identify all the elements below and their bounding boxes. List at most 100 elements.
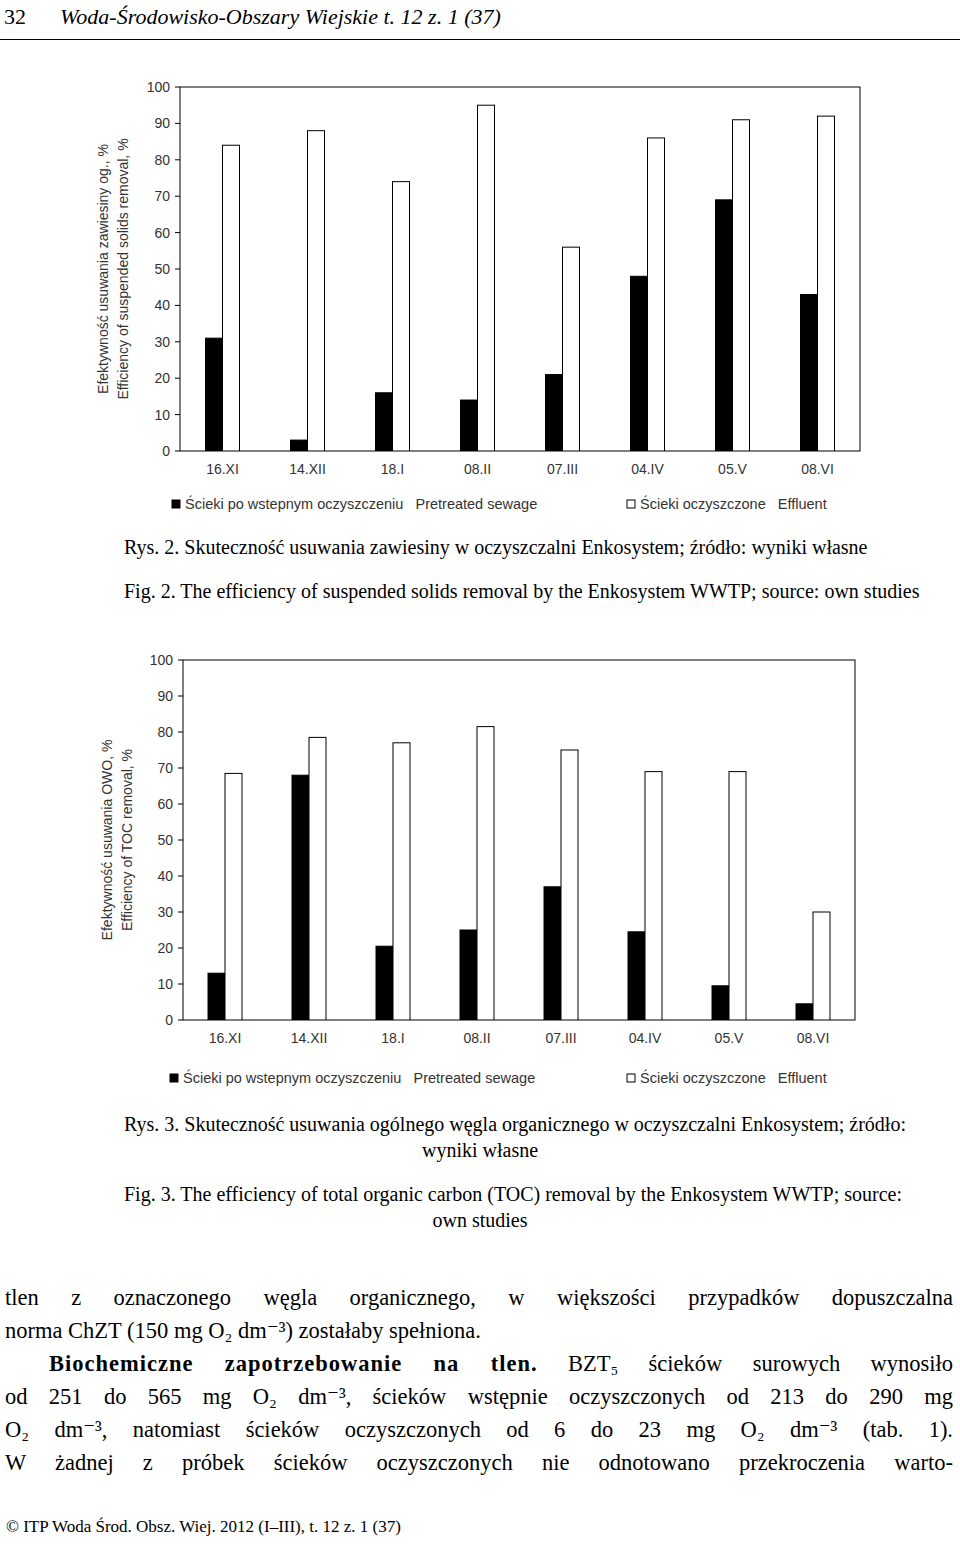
- bar: [801, 294, 818, 451]
- legend-swatch: [627, 500, 635, 508]
- y-tick: [178, 804, 183, 805]
- y-tick: [175, 87, 180, 88]
- bar-chart: 0102030405060708090100Efektywność usuwan…: [95, 79, 860, 512]
- y-tick-label: 60: [154, 225, 170, 241]
- x-tick-label: 08.II: [463, 1030, 490, 1046]
- bar: [477, 727, 494, 1020]
- bar: [376, 946, 393, 1020]
- y-tick: [175, 414, 180, 415]
- page-number: 32: [4, 4, 26, 30]
- bar: [460, 930, 477, 1020]
- y-tick: [178, 948, 183, 949]
- figure-caption: Rys. 3. Skuteczność usuwania ogólnego wę…: [124, 1113, 906, 1136]
- bar: [461, 400, 478, 451]
- x-tick-label: 18.I: [381, 1030, 404, 1046]
- y-tick-label: 40: [154, 297, 170, 313]
- y-tick-label: 70: [157, 760, 173, 776]
- bar: [308, 131, 325, 451]
- journal-title: Woda-Środowisko-Obszary Wiejskie t. 12 z…: [60, 4, 501, 30]
- y-tick: [178, 1020, 183, 1021]
- bar: [291, 440, 308, 451]
- bar: [648, 138, 665, 451]
- y-axis-label: Efektywność usuwania OWO, %: [99, 740, 115, 941]
- y-axis-label: Efficiency of suspended solids removal, …: [115, 138, 131, 399]
- y-tick-label: 10: [157, 976, 173, 992]
- y-tick: [175, 378, 180, 379]
- y-tick: [175, 159, 180, 160]
- bars: [208, 727, 830, 1020]
- body-text: tlen z oznaczonego węgla organicznego, w…: [5, 1285, 953, 1310]
- bar: [631, 276, 648, 451]
- plot-frame: [180, 87, 860, 451]
- y-tick: [178, 912, 183, 913]
- y-tick-label: 90: [157, 688, 173, 704]
- y-tick-label: 60: [157, 796, 173, 812]
- y-tick-label: 0: [162, 443, 170, 459]
- bar: [561, 750, 578, 1020]
- body-line: Biochemiczne zapotrzebowanie na tlen. BZ…: [5, 1350, 953, 1378]
- body-text: O₂ dm⁻³, natomiast ścieków oczyszczonych…: [5, 1417, 953, 1442]
- x-tick-label: 18.I: [381, 461, 404, 477]
- bar: [544, 887, 561, 1020]
- x-tick-label: 16.XI: [209, 1030, 242, 1046]
- y-tick-label: 80: [154, 152, 170, 168]
- legend-swatch: [170, 1074, 178, 1082]
- body-text: od 251 do 565 mg O₂ dm⁻³, ścieków wstępn…: [5, 1384, 953, 1409]
- x-tick-label: 04.IV: [631, 461, 664, 477]
- x-tick-label: 14.XII: [291, 1030, 328, 1046]
- y-tick-label: 70: [154, 188, 170, 204]
- bar: [563, 247, 580, 451]
- y-axis-label: Efektywność usuwania zawiesiny og., %: [95, 144, 111, 394]
- bar: [206, 338, 223, 451]
- header-rule: [0, 39, 960, 40]
- x-tick-label: 04.IV: [629, 1030, 662, 1046]
- legend-label: Ścieki oczyszczone Effluent: [640, 1069, 827, 1086]
- legend-swatch: [172, 500, 180, 508]
- bar: [645, 772, 662, 1020]
- x-tick-label: 08.VI: [797, 1030, 830, 1046]
- bar: [796, 1004, 813, 1020]
- y-tick-label: 90: [154, 115, 170, 131]
- bar: [546, 375, 563, 451]
- figure-caption: own studies: [0, 1209, 960, 1232]
- body-line: O₂ dm⁻³, natomiast ścieków oczyszczonych…: [5, 1416, 953, 1444]
- bar: [813, 912, 830, 1020]
- bar: [716, 200, 733, 451]
- body-text: norma ChZT (150 mg O₂ dm⁻³) zostałaby sp…: [5, 1318, 481, 1343]
- y-tick-label: 50: [154, 261, 170, 277]
- bar: [733, 120, 750, 451]
- x-tick-label: 16.XI: [206, 461, 239, 477]
- y-axis-label: Efficiency of TOC removal, %: [119, 749, 135, 931]
- body-text: W żadnej z próbek ścieków oczyszczonych …: [5, 1450, 953, 1475]
- bar: [309, 737, 326, 1020]
- y-tick: [178, 840, 183, 841]
- legend-label: Ścieki oczyszczone Effluent: [640, 495, 827, 512]
- body-line: W żadnej z próbek ścieków oczyszczonych …: [5, 1449, 953, 1477]
- y-tick: [178, 732, 183, 733]
- body-line: tlen z oznaczonego węgla organicznego, w…: [5, 1284, 953, 1312]
- y-tick: [178, 876, 183, 877]
- bar: [376, 393, 393, 451]
- y-tick-label: 30: [154, 334, 170, 350]
- y-tick-label: 20: [157, 940, 173, 956]
- y-tick: [175, 123, 180, 124]
- body-line: norma ChZT (150 mg O₂ dm⁻³) zostałaby sp…: [5, 1317, 953, 1345]
- x-tick-label: 07.III: [545, 1030, 576, 1046]
- y-tick-label: 100: [147, 79, 171, 95]
- bar: [729, 772, 746, 1020]
- y-tick-label: 10: [154, 407, 170, 423]
- bar: [292, 775, 309, 1020]
- bar: [818, 116, 835, 451]
- bar: [225, 773, 242, 1020]
- x-tick-label: 14.XII: [289, 461, 326, 477]
- figure-caption: wyniki własne: [0, 1139, 960, 1162]
- bar-chart: 0102030405060708090100Efektywność usuwan…: [99, 652, 855, 1086]
- x-tick-label: 08.II: [464, 461, 491, 477]
- body-line: od 251 do 565 mg O₂ dm⁻³, ścieków wstępn…: [5, 1383, 953, 1411]
- run-in-heading: Biochemiczne zapotrzebowanie na tlen.: [49, 1351, 538, 1376]
- bar: [393, 743, 410, 1020]
- y-tick: [175, 305, 180, 306]
- y-tick: [178, 660, 183, 661]
- y-tick: [178, 768, 183, 769]
- legend-label: Ścieki po wstepnym oczyszczeniu Pretreat…: [183, 1069, 535, 1086]
